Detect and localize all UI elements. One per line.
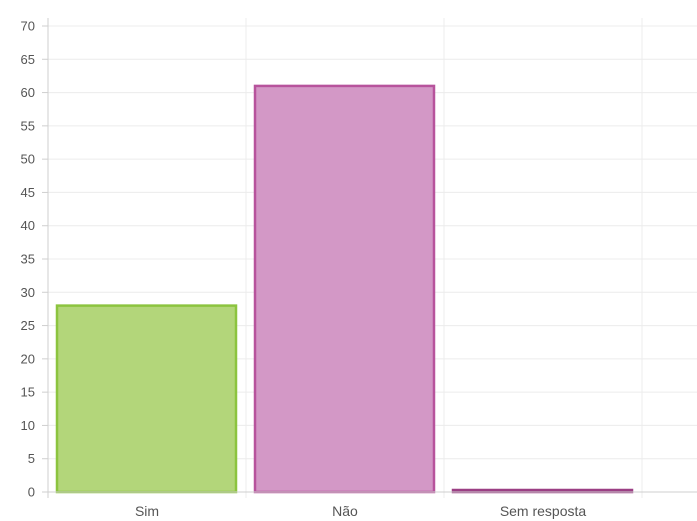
- y-tick-label: 25: [21, 318, 35, 333]
- y-tick-label: 40: [21, 218, 35, 233]
- y-tick-label: 10: [21, 418, 35, 433]
- y-tick-label: 30: [21, 285, 35, 300]
- y-tick-label: 50: [21, 152, 35, 167]
- y-tick-label: 60: [21, 85, 35, 100]
- y-tick-label: 35: [21, 252, 35, 267]
- x-tick-label: Sim: [135, 503, 159, 519]
- bar-n-o[interactable]: [253, 84, 436, 494]
- bar-sim[interactable]: [55, 304, 238, 494]
- y-tick-label: 55: [21, 118, 35, 133]
- y-tick-label: 20: [21, 351, 35, 366]
- y-tick-label: 5: [28, 451, 35, 466]
- y-tick-label: 45: [21, 185, 35, 200]
- labels: 0 5 10 15 20 25 30 35 40 45 50 55 60 65 70 Sim Não Sem re…: [21, 19, 587, 520]
- bars: [55, 84, 634, 494]
- x-tick-label: Sem resposta: [500, 503, 587, 519]
- y-tick-label: 65: [21, 52, 35, 67]
- y-tick-label: 15: [21, 385, 35, 400]
- y-tick-label: 70: [21, 19, 35, 34]
- axes: [42, 25, 697, 493]
- x-tick-label: Não: [332, 503, 358, 519]
- y-tick-label: 0: [28, 485, 35, 500]
